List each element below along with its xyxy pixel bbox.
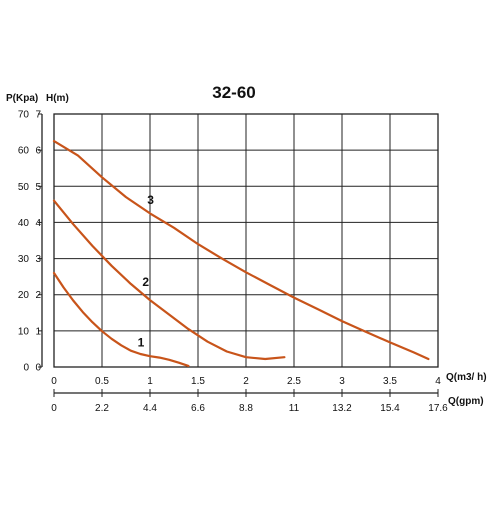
chart-title: 32-60	[212, 83, 255, 102]
x-axis-label-secondary: Q(gpm)	[448, 396, 484, 407]
y-axis-label-m: H(m)	[46, 93, 69, 104]
x-tick-label-secondary: 17.6	[428, 403, 448, 414]
y-tick-label-m: 7	[35, 110, 41, 121]
x-tick-label-primary: 0	[51, 376, 57, 387]
x-tick-label-secondary: 13.2	[332, 403, 352, 414]
y-tick-label-kpa: 20	[18, 290, 30, 301]
x-tick-label-primary: 4	[435, 376, 441, 387]
series-line-2	[52, 199, 286, 361]
x-tick-label-primary: 3	[339, 376, 345, 387]
x-tick-label-primary: 2	[243, 376, 249, 387]
series-labels: 1 2 3	[138, 193, 155, 349]
y-tick-label-m: 0	[35, 363, 41, 374]
x-axis-label-primary: Q(m3/ h)	[446, 372, 487, 383]
y-tick-label-kpa: 0	[23, 363, 29, 374]
x-tick-label-secondary: 11	[289, 403, 300, 414]
y-axis-label-kpa: P(Kpa)	[6, 93, 38, 104]
x-tick-label-secondary: 6.6	[191, 403, 205, 414]
grid	[38, 113, 439, 397]
x-tick-label-primary: 2.5	[287, 376, 301, 387]
x-tick-label-primary: 0.5	[95, 376, 109, 387]
y-tick-label-m: 3	[35, 254, 41, 265]
series-line-1	[52, 271, 190, 367]
x-tick-label-secondary: 15.4	[380, 403, 400, 414]
x-tick-label-primary: 1	[147, 376, 153, 387]
x-tick-label-primary: 1.5	[191, 376, 205, 387]
y-tick-label-m: 5	[35, 182, 41, 193]
x-tick-label-secondary: 8.8	[239, 403, 253, 414]
y-tick-label-kpa: 50	[18, 182, 30, 193]
series-lines	[52, 140, 430, 367]
x-tick-label-secondary: 4.4	[143, 403, 157, 414]
x-tick-label-secondary: 2.2	[95, 403, 109, 414]
y-tick-label-kpa: 70	[18, 110, 30, 121]
series-line-3	[52, 140, 430, 361]
y-tick-label-kpa: 30	[18, 254, 30, 265]
y-tick-label-kpa: 10	[18, 326, 30, 337]
y-tick-label-kpa: 60	[18, 146, 30, 157]
y-tick-label-m: 1	[35, 326, 41, 337]
y-tick-label-m: 2	[35, 290, 41, 301]
series-label-3: 3	[147, 193, 154, 207]
series-label-2: 2	[142, 275, 149, 289]
tick-labels: 0 010 120 230 340 450 560 670 70 0.5 1 1.5 2 2.5 3 3.5 4…	[18, 110, 448, 415]
y-tick-label-m: 6	[35, 146, 41, 157]
x-tick-label-primary: 3.5	[383, 376, 397, 387]
x-tick-label-secondary: 0	[51, 403, 57, 414]
series-label-1: 1	[138, 335, 145, 349]
y-tick-label-kpa: 40	[18, 218, 30, 229]
y-tick-label-m: 4	[35, 218, 41, 229]
